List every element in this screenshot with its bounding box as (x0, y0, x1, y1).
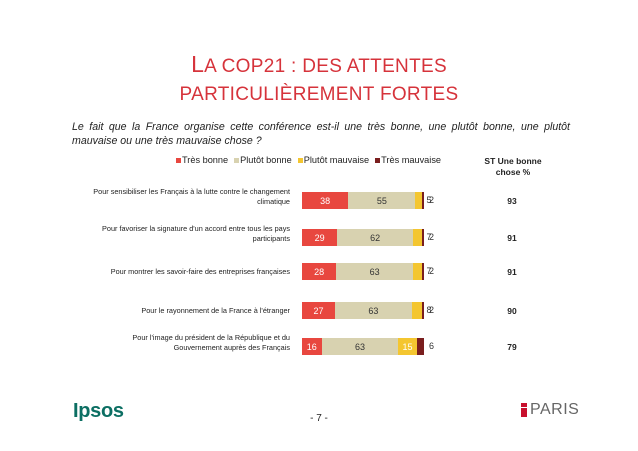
bar-segment-plutot-mauvaise (413, 263, 422, 280)
st-bonne-value: 91 (507, 267, 517, 277)
st-bonne-value: 91 (507, 233, 517, 243)
data-label-tres-bonne: 38 (320, 195, 331, 206)
bar-segment-tres-mauvaise (421, 192, 424, 209)
bar-segment-plutot-mauvaise: 15 (398, 338, 417, 355)
data-label-tres-mauvaise: 2 (429, 305, 435, 315)
st-bonne-value: 79 (507, 342, 517, 352)
category-label: Pour sensibiliser les Français à la lutt… (93, 186, 290, 206)
bar-segment-plutot-bonne: 62 (337, 229, 413, 246)
data-label-tres-mauvaise: 2 (429, 232, 435, 242)
st-bonne-value: 93 (507, 196, 517, 206)
data-label-tres-bonne: 29 (314, 232, 325, 243)
paris-mark-icon (521, 403, 527, 417)
page-number: - 7 - (310, 413, 328, 424)
legend-swatch-plutot-bonne (234, 157, 240, 163)
data-label-plutot-mauvaise: 7 (426, 232, 432, 242)
bar-segment-tres-bonne: 27 (302, 302, 335, 319)
bar-segment-plutot-mauvaise (411, 302, 422, 319)
bar-segment-tres-bonne: 29 (302, 229, 338, 246)
bar-segment-plutot-bonne: 55 (348, 192, 416, 209)
data-label-plutot-bonne: 63 (368, 305, 379, 316)
st-bonne-header: ST Une bonne chose % (484, 156, 542, 177)
data-label-tres-mauvaise: 2 (429, 195, 435, 205)
bar-segment-tres-bonne: 16 (302, 338, 322, 355)
data-label-plutot-bonne: 62 (370, 232, 381, 243)
bar-segment-plutot-mauvaise (415, 192, 422, 209)
data-label-plutot-mauvaise: 7 (426, 266, 432, 276)
bar-segment-tres-bonne: 28 (302, 263, 337, 280)
legend-swatch-tres-mauvaise (375, 157, 381, 163)
paris-logo: PARIS (521, 401, 579, 419)
legend-label-tres-bonne: Très bonne (182, 155, 229, 165)
data-label-plutot-bonne: 55 (376, 195, 387, 206)
legend-label-tres-mauvaise: Très mauvaise (381, 155, 442, 165)
legend-label-plutot-mauvaise: Plutôt mauvaise (303, 155, 370, 165)
page-title-line-1: LA COP21 : DES ATTENTES (191, 51, 447, 77)
bar-segment-tres-mauvaise (421, 263, 424, 280)
data-label-tres-mauvaise: 6 (429, 341, 435, 351)
data-label-plutot-bonne: 63 (354, 341, 365, 352)
data-label-plutot-mauvaise: 5 (426, 195, 432, 205)
category-label: Pour montrer les savoir-faire des entrep… (110, 266, 290, 276)
bar-segment-plutot-bonne: 63 (336, 263, 414, 280)
bar-segment-tres-mauvaise (421, 229, 424, 246)
bar-segment-tres-mauvaise (416, 338, 424, 355)
category-label: Pour l'image du président de la Républiq… (132, 332, 290, 352)
legend-label-plutot-bonne: Plutôt bonne (240, 155, 292, 165)
data-label-plutot-bonne: 63 (369, 266, 380, 277)
data-label-tres-bonne: 27 (313, 305, 324, 316)
legend-item-plutot-mauvaise: Plutôt mauvaise (297, 155, 370, 165)
bar-segment-tres-bonne: 38 (302, 192, 349, 209)
data-label-tres-mauvaise: 2 (429, 266, 435, 276)
data-label-plutot-mauvaise: 15 (402, 341, 413, 352)
legend-item-tres-bonne: Très bonne (176, 155, 228, 165)
survey-question: Le fait que la France organise cette con… (72, 121, 570, 147)
st-bonne-value: 90 (507, 306, 517, 316)
chart-legend: Très bonne Plutôt bonne Plutôt mauvaise … (176, 155, 441, 165)
data-label-tres-bonne: 16 (306, 341, 317, 352)
legend-item-plutot-bonne: Plutôt bonne (234, 155, 292, 165)
category-label: Pour favoriser la signature d'un accord … (102, 223, 290, 243)
data-label-tres-bonne: 28 (314, 266, 325, 277)
bar-segment-tres-mauvaise (421, 302, 424, 319)
paris-logo-text: PARIS (530, 401, 580, 418)
page-title-line-2: PARTICULIÈREMENT FORTES (179, 84, 459, 105)
legend-swatch-plutot-mauvaise (297, 157, 303, 163)
category-label: Pour le rayonnement de la France à l'étr… (141, 305, 290, 315)
legend-swatch-tres-bonne (176, 157, 181, 163)
ipsos-logo: Ipsos (73, 400, 124, 422)
bar-segment-plutot-bonne: 63 (334, 302, 412, 319)
bar-segment-plutot-bonne: 63 (321, 338, 399, 355)
legend-item-tres-mauvaise: Très mauvaise (375, 155, 441, 165)
bar-segment-plutot-mauvaise (413, 229, 422, 246)
data-label-plutot-mauvaise: 8 (426, 305, 432, 315)
